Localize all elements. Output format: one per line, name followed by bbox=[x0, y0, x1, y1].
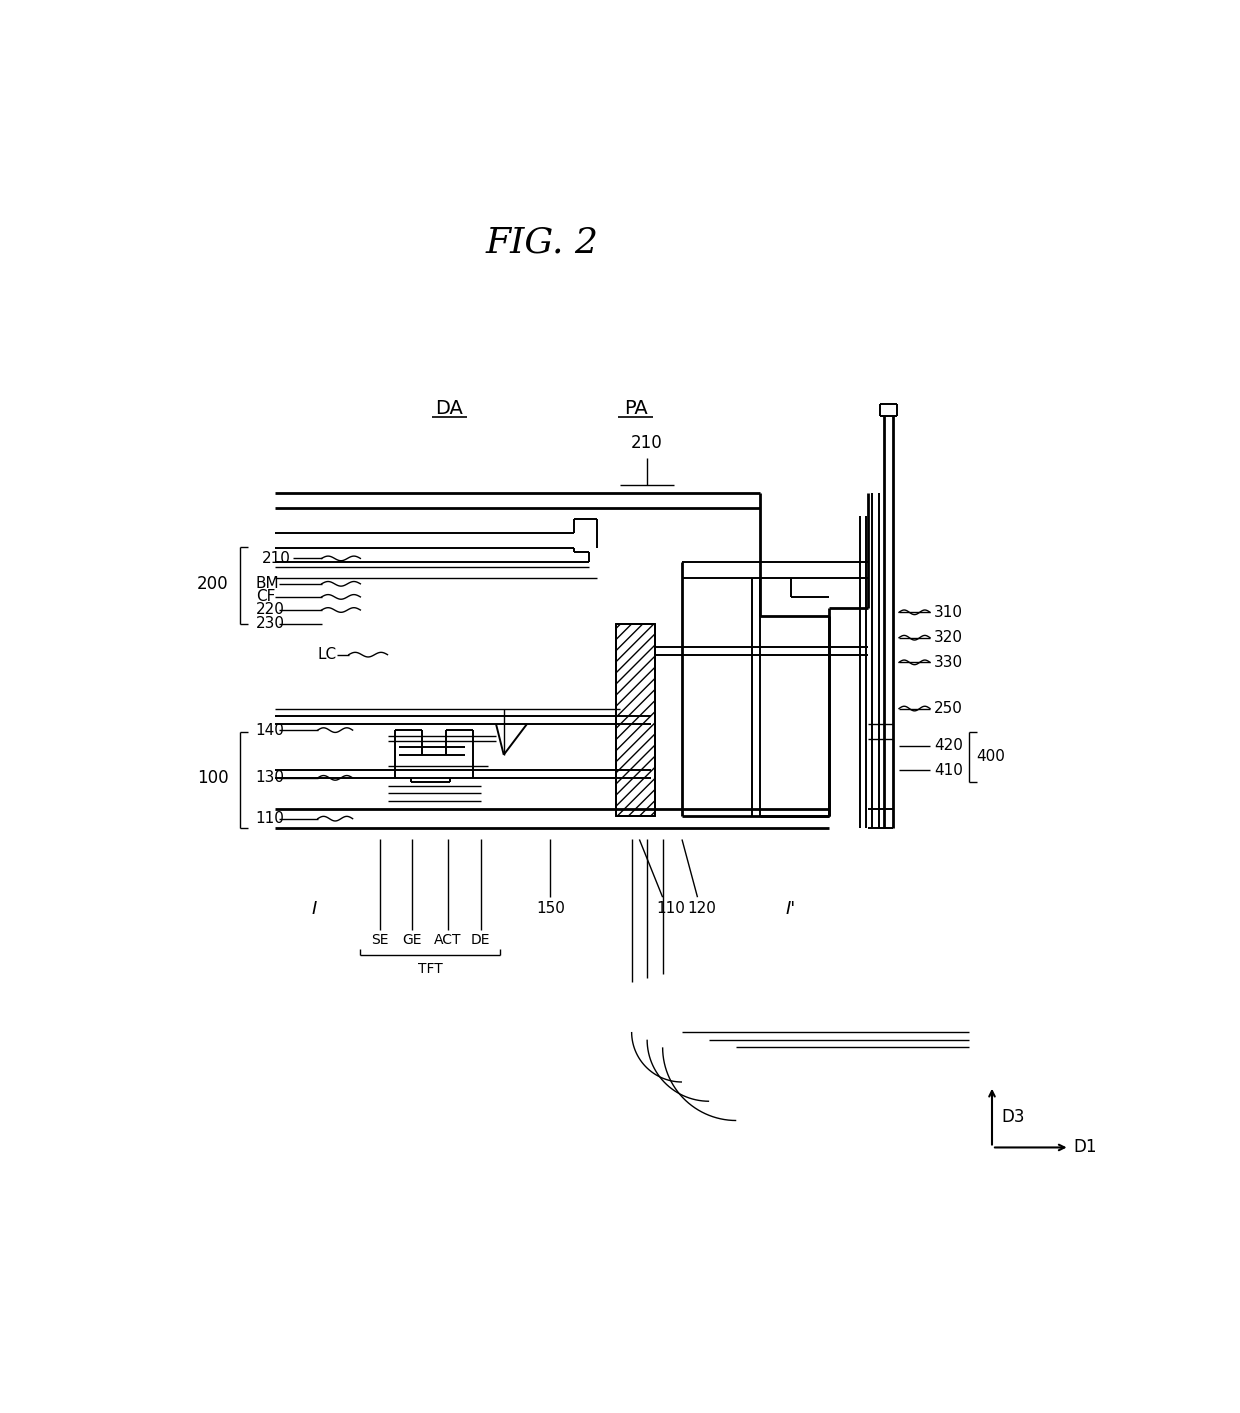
Text: 110: 110 bbox=[255, 811, 285, 827]
Text: TFT: TFT bbox=[418, 962, 443, 976]
Text: 220: 220 bbox=[255, 602, 285, 617]
Text: 120: 120 bbox=[687, 901, 715, 916]
Text: PA: PA bbox=[624, 398, 647, 418]
Text: FIG. 2: FIG. 2 bbox=[486, 226, 599, 260]
Text: DA: DA bbox=[435, 398, 464, 418]
Text: 410: 410 bbox=[934, 763, 962, 777]
Text: 250: 250 bbox=[934, 701, 962, 716]
Text: GE: GE bbox=[403, 933, 422, 947]
Text: 210: 210 bbox=[631, 434, 663, 452]
Text: LC: LC bbox=[317, 647, 337, 663]
Text: 320: 320 bbox=[934, 630, 963, 646]
Text: 400: 400 bbox=[977, 749, 1006, 764]
Text: D3: D3 bbox=[1002, 1108, 1024, 1126]
Text: CF: CF bbox=[255, 589, 275, 605]
Text: 130: 130 bbox=[255, 770, 285, 786]
Text: ACT: ACT bbox=[434, 933, 461, 947]
Text: BM: BM bbox=[255, 577, 279, 591]
Text: 230: 230 bbox=[255, 616, 285, 632]
Text: I': I' bbox=[785, 900, 796, 918]
Text: 150: 150 bbox=[536, 901, 564, 916]
Text: SE: SE bbox=[371, 933, 388, 947]
Text: 100: 100 bbox=[197, 769, 228, 787]
Text: 140: 140 bbox=[255, 722, 285, 738]
Text: 110: 110 bbox=[656, 901, 684, 916]
Text: 210: 210 bbox=[262, 551, 290, 567]
Text: DE: DE bbox=[471, 933, 490, 947]
Text: D1: D1 bbox=[1074, 1139, 1097, 1156]
Bar bbox=[616, 625, 655, 817]
Text: I: I bbox=[311, 900, 316, 918]
Text: 420: 420 bbox=[934, 738, 962, 753]
Text: 330: 330 bbox=[934, 654, 963, 670]
Text: 200: 200 bbox=[197, 575, 228, 593]
Text: 310: 310 bbox=[934, 605, 963, 620]
